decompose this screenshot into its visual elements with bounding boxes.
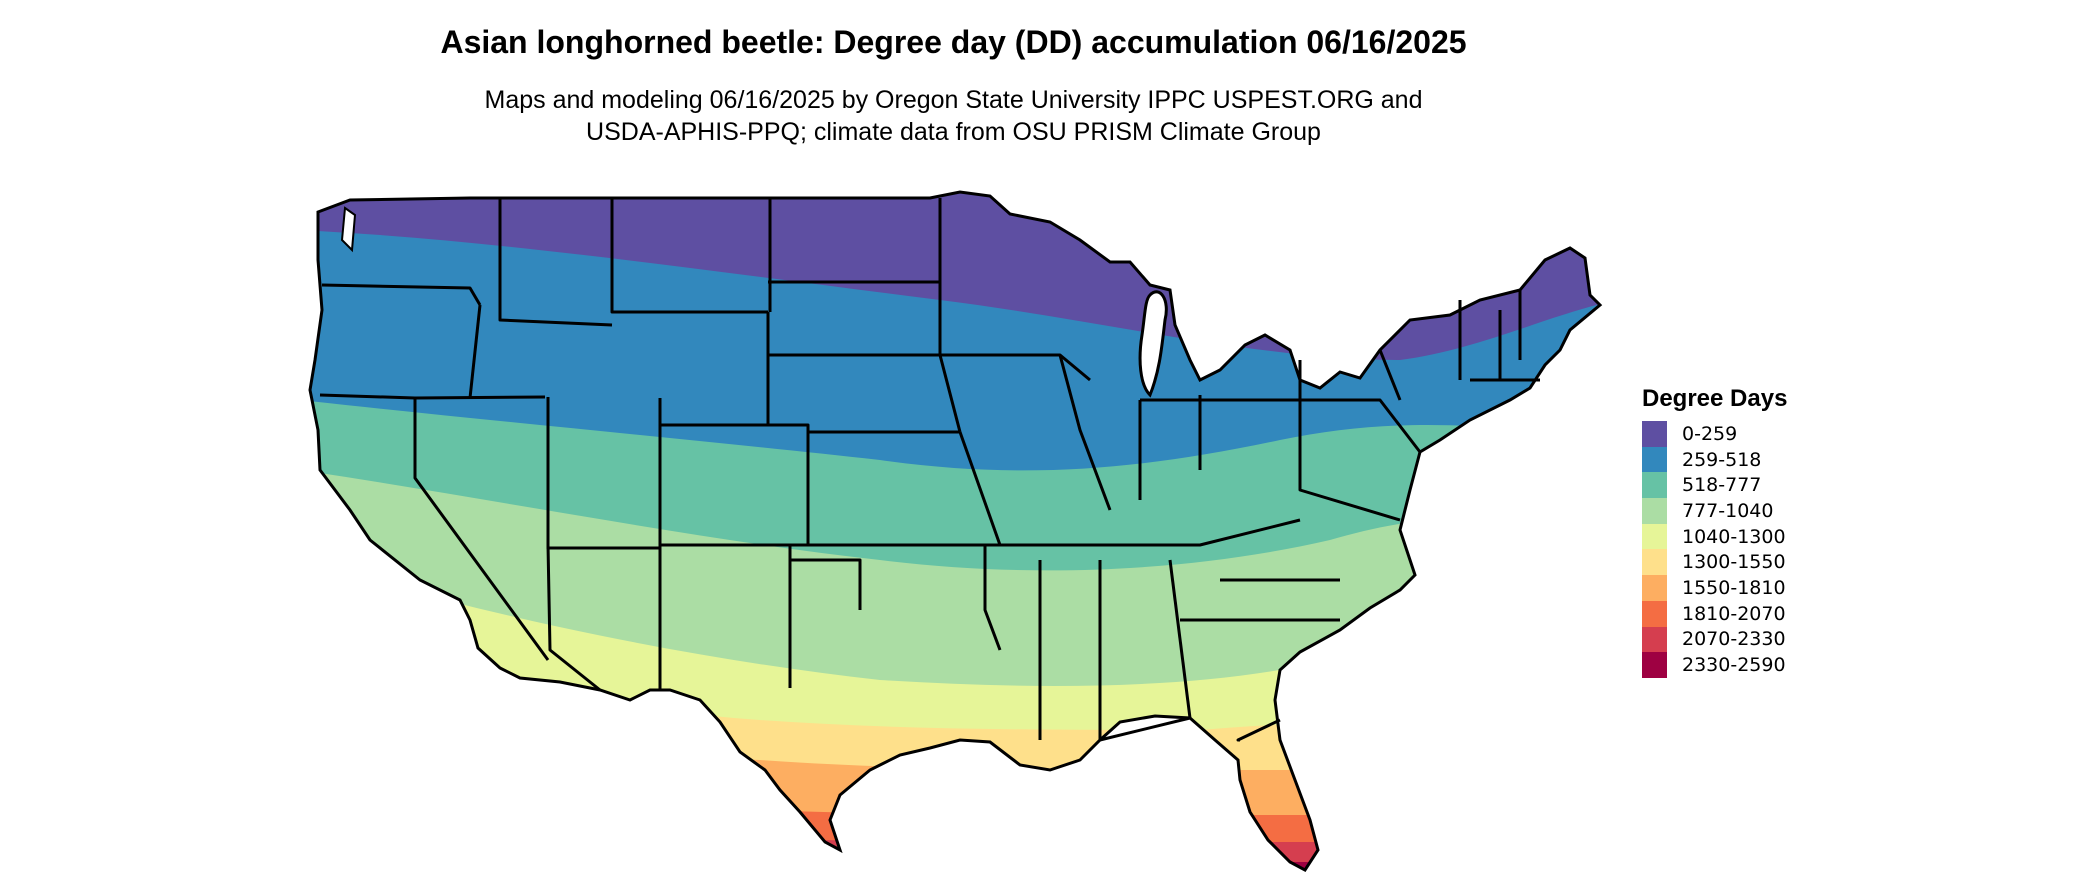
lake-michigan <box>1138 290 1168 398</box>
legend-label: 1040-1300 <box>1682 525 1786 548</box>
legend-label: 518-777 <box>1682 474 1762 497</box>
legend-item: 0-259 <box>1642 421 1787 447</box>
legend-swatch <box>1642 472 1667 499</box>
puget-sound <box>340 206 357 253</box>
legend-label: 1550-1810 <box>1682 576 1786 599</box>
legend-swatch <box>1642 626 1667 653</box>
legend-swatch <box>1642 652 1667 678</box>
legend-swatch <box>1642 575 1667 601</box>
legend-label: 1300-1550 <box>1682 551 1786 574</box>
legend-item: 1300-1550 <box>1642 549 1787 576</box>
degree-day-raster <box>310 192 1600 870</box>
legend-title: Degree Days <box>1642 385 1788 412</box>
degree-day-band-8 <box>310 830 1600 870</box>
degree-day-band-9 <box>310 862 1600 870</box>
legend-swatch <box>1642 549 1667 576</box>
legend-label: 777-1040 <box>1682 499 1774 522</box>
legend-swatch <box>1642 498 1667 524</box>
map-subtitle: Maps and modeling 06/16/2025 by Oregon S… <box>0 84 1907 148</box>
legend: Degree Days 0-259 259-518 518-777 777-1040 1… <box>1642 385 1787 678</box>
legend-item: 2070-2330 <box>1642 626 1787 653</box>
subtitle-line-2: USDA-APHIS-PPQ; climate data from OSU PR… <box>586 118 1321 146</box>
legend-label: 2330-2590 <box>1682 654 1786 677</box>
legend-items: 0-259 259-518 518-777 777-1040 1040-1300 1300… <box>1642 421 1787 678</box>
legend-swatch <box>1642 600 1667 627</box>
legend-swatch <box>1642 421 1667 447</box>
legend-swatch <box>1642 523 1667 550</box>
legend-label: 259-518 <box>1682 448 1762 471</box>
legend-item: 1810-2070 <box>1642 600 1787 627</box>
legend-item: 259-518 <box>1642 446 1787 473</box>
legend-label: 2070-2330 <box>1682 628 1786 651</box>
legend-item: 2330-2590 <box>1642 652 1787 678</box>
state-borders <box>319 198 1540 742</box>
legend-swatch <box>1642 446 1667 473</box>
subtitle-line-1: Maps and modeling 06/16/2025 by Oregon S… <box>484 86 1423 114</box>
legend-label: 0-259 <box>1682 422 1738 445</box>
legend-item: 1040-1300 <box>1642 523 1787 550</box>
degree-day-band-7 <box>310 770 1600 870</box>
legend-item: 777-1040 <box>1642 498 1787 524</box>
legend-item: 518-777 <box>1642 472 1787 499</box>
legend-item: 1550-1810 <box>1642 575 1787 601</box>
legend-label: 1810-2070 <box>1682 602 1786 625</box>
map-title: Asian longhorned beetle: Degree day (DD)… <box>440 24 1467 60</box>
